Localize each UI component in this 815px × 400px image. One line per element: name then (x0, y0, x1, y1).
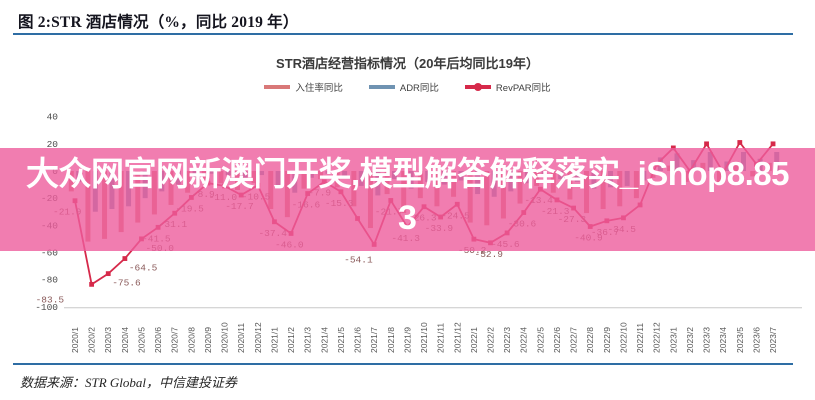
svg-text:2021/7: 2021/7 (369, 327, 379, 353)
svg-text:40: 40 (47, 112, 59, 123)
source-note: 数据来源：STR Global，中信建投证券 (20, 375, 238, 390)
title-divider (13, 33, 793, 35)
revpar-line-marker-swatch-icon (464, 82, 491, 91)
svg-text:2023/2: 2023/2 (685, 327, 695, 353)
chart-legend: 入住率同比 ADR同比 RevPAR同比 (0, 80, 815, 94)
svg-text:20: 20 (47, 139, 59, 150)
svg-text:2023/3: 2023/3 (702, 327, 712, 353)
svg-text:2021/9: 2021/9 (402, 327, 412, 353)
svg-text:2020/12: 2020/12 (253, 322, 263, 353)
svg-text:-52.9: -52.9 (475, 249, 504, 260)
svg-text:2022/3: 2022/3 (502, 327, 512, 353)
svg-text:2020/8: 2020/8 (186, 327, 196, 353)
svg-text:2020/6: 2020/6 (153, 327, 163, 353)
svg-text:2021/2: 2021/2 (286, 327, 296, 353)
svg-text:2022/7: 2022/7 (569, 327, 579, 353)
svg-text:2022/4: 2022/4 (519, 327, 529, 353)
svg-text:2023/1: 2023/1 (668, 327, 678, 353)
svg-text:2021/6: 2021/6 (353, 327, 363, 353)
svg-text:2023/6: 2023/6 (751, 327, 761, 353)
svg-text:2020/5: 2020/5 (136, 327, 146, 353)
svg-text:-100: -100 (35, 302, 58, 313)
svg-text:2021/5: 2021/5 (336, 327, 346, 353)
legend-label: RevPAR同比 (495, 83, 551, 94)
svg-text:2023/7: 2023/7 (768, 327, 778, 353)
svg-text:-83.5: -83.5 (36, 294, 65, 305)
svg-text:2022/2: 2022/2 (486, 327, 496, 353)
svg-text:-75.6: -75.6 (112, 278, 141, 289)
svg-text:2020/3: 2020/3 (103, 327, 113, 353)
figure-title: 图 2:STR 酒店情况（%，同比 2019 年） (18, 14, 299, 31)
svg-text:2023/4: 2023/4 (718, 327, 728, 353)
svg-text:-60: -60 (41, 247, 58, 258)
svg-text:2021/10: 2021/10 (419, 322, 429, 353)
svg-text:2023/5: 2023/5 (735, 327, 745, 353)
svg-text:2021/1: 2021/1 (269, 327, 279, 353)
watermark-text-line1: 大众网官网新澳门开奖,模型解答解释落实_iShop8.85 (26, 155, 789, 192)
svg-text:-54.1: -54.1 (344, 254, 373, 265)
svg-text:2022/12: 2022/12 (652, 322, 662, 353)
legend-item-adr: ADR同比 (368, 80, 439, 94)
svg-text:2022/8: 2022/8 (585, 327, 595, 353)
svg-text:2020/7: 2020/7 (170, 327, 180, 353)
svg-text:2020/11: 2020/11 (236, 323, 246, 353)
svg-text:2021/11: 2021/11 (436, 323, 446, 353)
svg-text:2022/1: 2022/1 (469, 327, 479, 353)
svg-text:2021/8: 2021/8 (386, 327, 396, 353)
occupancy-line-swatch-icon (264, 85, 291, 89)
legend-item-revpar: RevPAR同比 (464, 80, 551, 94)
svg-text:2021/4: 2021/4 (319, 327, 329, 353)
source-divider (13, 363, 793, 365)
svg-text:2020/9: 2020/9 (203, 327, 213, 353)
revpar-dot-icon (473, 82, 482, 91)
svg-text:2020/2: 2020/2 (87, 327, 97, 353)
svg-text:2022/11: 2022/11 (635, 323, 645, 353)
svg-text:2022/6: 2022/6 (552, 327, 562, 353)
svg-text:2020/1: 2020/1 (70, 327, 80, 353)
watermark-text-line2: 3 (398, 199, 417, 237)
watermark-overlay: 大众网官网新澳门开奖,模型解答解释落实_iShop8.85 3 (0, 148, 815, 251)
svg-text:2022/5: 2022/5 (535, 327, 545, 353)
svg-text:2021/12: 2021/12 (452, 322, 462, 353)
svg-text:2022/10: 2022/10 (618, 322, 628, 353)
svg-text:2021/3: 2021/3 (303, 327, 313, 353)
adr-line-swatch-icon (368, 85, 395, 89)
svg-text:2020/4: 2020/4 (120, 327, 130, 353)
chart-title: STR酒店经营指标情况（20年后均同比19年） (276, 56, 539, 71)
svg-text:-80: -80 (41, 275, 58, 286)
legend-item-occupancy: 入住率同比 (264, 80, 343, 94)
legend-label: ADR同比 (399, 83, 439, 94)
legend-label: 入住率同比 (295, 83, 343, 94)
svg-text:2020/10: 2020/10 (220, 322, 230, 353)
svg-text:2022/9: 2022/9 (602, 327, 612, 353)
svg-text:-64.5: -64.5 (129, 263, 158, 274)
